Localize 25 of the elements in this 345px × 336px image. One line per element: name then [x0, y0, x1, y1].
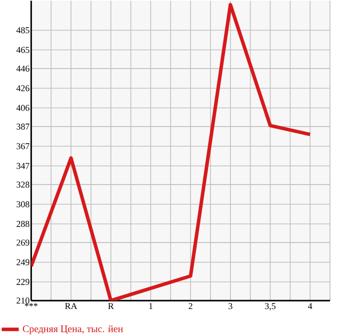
y-tick-label: 249 [16, 259, 30, 266]
y-tick-label: 485 [16, 27, 30, 34]
y-tick-label: 426 [16, 85, 30, 92]
y-tick-label: 406 [16, 105, 30, 112]
x-tick-label: R [108, 303, 114, 310]
y-tick-label: 387 [16, 124, 30, 130]
y-tick-label: 347 [16, 163, 30, 170]
y-tick-label: 308 [16, 201, 30, 208]
y-tick-label: 446 [16, 66, 30, 72]
legend-label: Средняя Цена, тыс. йен [22, 325, 123, 334]
line-series [31, 3, 312, 301]
x-tick-label: 2 [188, 303, 192, 310]
x-tick-label: 4 [308, 303, 312, 310]
y-tick-label: 367 [16, 143, 30, 150]
x-tick-label: 3,5 [265, 303, 276, 311]
y-tick-label: 210 [16, 298, 30, 304]
y-tick-label: 288 [16, 221, 30, 228]
x-tick-label: *** [24, 303, 38, 307]
y-tick-label: 229 [16, 279, 30, 286]
y-tick-label: 328 [16, 182, 30, 188]
x-tick-label: 1 [149, 303, 152, 310]
x-tick-label: 3 [228, 303, 232, 310]
x-tick-label: RA [65, 303, 78, 310]
y-tick-label: 269 [16, 240, 30, 246]
y-tick-label: 465 [16, 47, 30, 54]
